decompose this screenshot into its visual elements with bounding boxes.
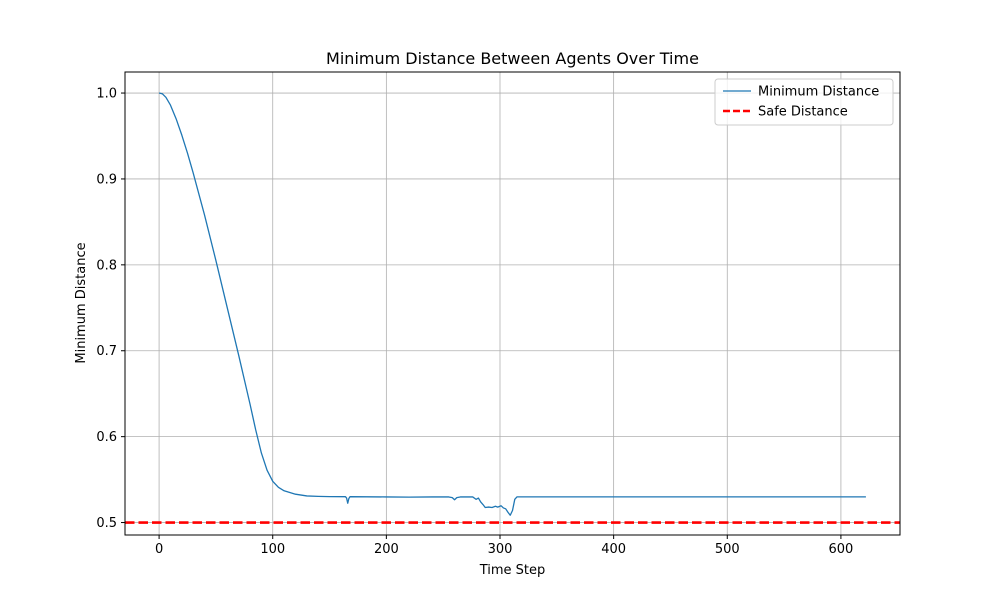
- legend-label: Safe Distance: [758, 105, 848, 120]
- x-axis-title: Time Step: [479, 563, 546, 578]
- x-tick-label: 0: [155, 542, 163, 557]
- legend: Minimum Distance Safe Distance: [714, 78, 894, 126]
- y-tick-label: 0.7: [96, 344, 117, 359]
- x-tick-label: 400: [601, 542, 626, 557]
- y-tick-label: 1.0: [96, 87, 117, 102]
- x-tick-label: 500: [715, 542, 740, 557]
- x-tick-label: 100: [260, 542, 285, 557]
- legend-label: Minimum Distance: [758, 85, 879, 100]
- y-axis-title: Minimum Distance: [74, 242, 89, 363]
- x-tick-label: 200: [374, 542, 399, 557]
- legend-box: [714, 78, 894, 126]
- x-tick-label: 600: [828, 542, 853, 557]
- series-layer: [125, 92, 900, 524]
- y-tick-label: 0.6: [96, 430, 117, 445]
- axes: 0 100 200 300 400 500 600 0.5 0.6 0.7 0.8 0.9 1.0: [96, 71, 901, 557]
- chart-title: Minimum Distance Between Agents Over Tim…: [326, 49, 699, 68]
- y-tick-label: 0.9: [96, 172, 117, 187]
- series-line-minimum-distance: [158, 92, 866, 516]
- y-tick-label: 0.5: [96, 516, 117, 531]
- y-tick-label: 0.8: [96, 258, 117, 273]
- x-tick-label: 300: [488, 542, 513, 557]
- plot-frame: [124, 71, 901, 536]
